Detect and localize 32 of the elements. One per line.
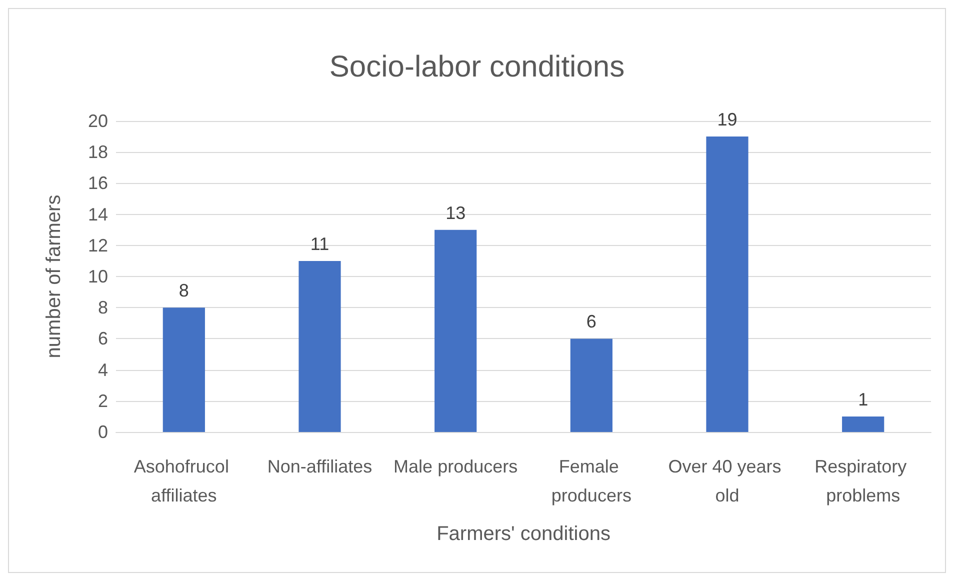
y-tick-label: 6: [98, 328, 108, 349]
data-label: 8: [178, 280, 189, 301]
data-label: 6: [586, 312, 596, 332]
x-tick-label: Female producers: [551, 456, 632, 506]
x-tick-label: Male producers: [394, 456, 518, 476]
data-label: 1: [858, 389, 868, 410]
x-tick-label: Non-affiliates: [267, 456, 372, 476]
x-axis-title: Farmers' conditions: [436, 523, 610, 545]
y-tick-label: 16: [88, 173, 108, 194]
chart-title: Socio-labor conditions: [329, 50, 625, 84]
bar: [842, 416, 884, 432]
y-tick-label: 0: [98, 422, 108, 442]
y-tick-label: 4: [98, 360, 108, 380]
y-tick-label: 10: [88, 266, 108, 286]
y-tick-label: 12: [88, 235, 108, 256]
bar: [434, 230, 477, 432]
x-tick-label: Asohofrucol affiliates: [134, 456, 234, 506]
y-axis-title: number of farmers: [43, 194, 65, 358]
x-tick-label: Over 40 years old: [668, 456, 786, 506]
x-tick-label: Respiratory problems: [814, 456, 912, 506]
bar: [298, 260, 341, 432]
y-tick-label: 8: [98, 298, 108, 318]
data-label: 13: [446, 202, 466, 223]
y-tick-label: 20: [88, 111, 108, 131]
bar: [162, 308, 205, 432]
data-label: 19: [717, 110, 738, 130]
y-tick-label: 14: [88, 204, 108, 224]
y-tick-label: 2: [98, 390, 108, 411]
data-label: 11: [310, 234, 330, 254]
y-tick-label: 18: [88, 142, 108, 162]
bar: [706, 136, 748, 432]
bar: [570, 338, 612, 432]
